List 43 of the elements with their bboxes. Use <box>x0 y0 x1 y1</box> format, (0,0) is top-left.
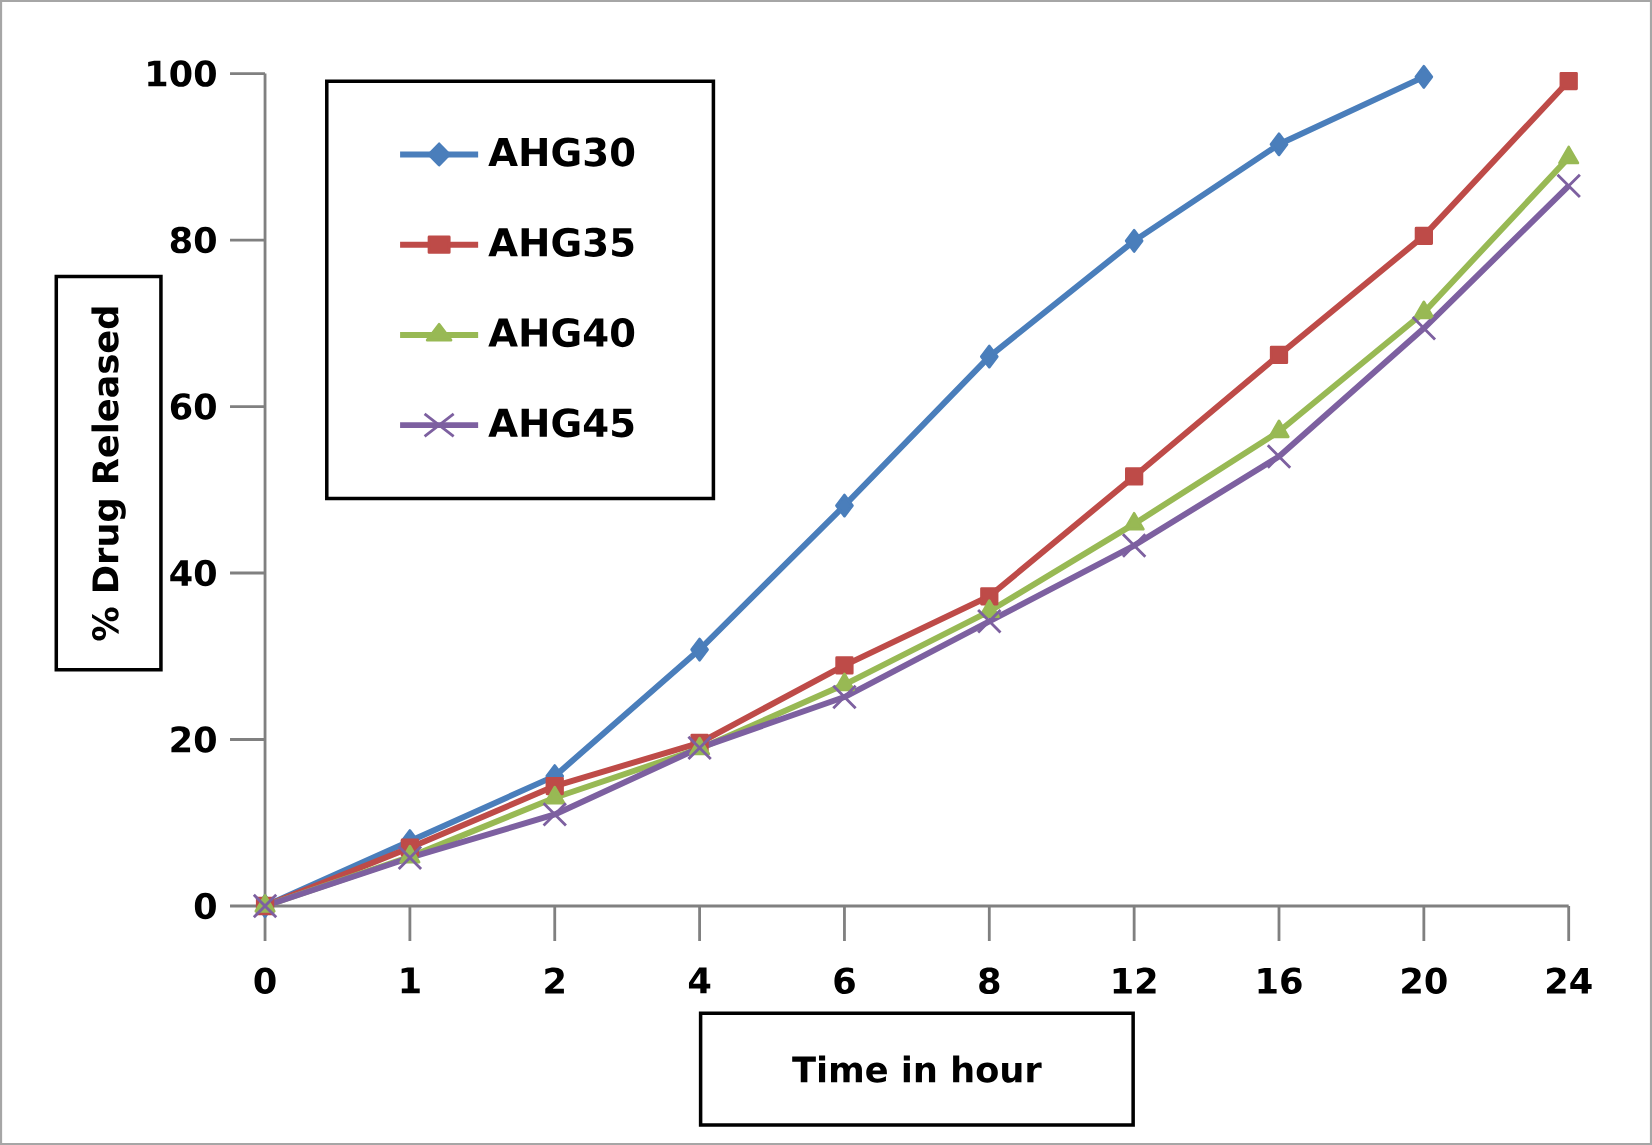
point <box>835 493 854 518</box>
point <box>1121 532 1147 559</box>
legend-label: AHG30 <box>488 137 635 167</box>
point <box>1125 467 1144 486</box>
x-tick-label: 12 <box>1113 967 1156 994</box>
point <box>542 801 568 828</box>
point <box>687 735 713 761</box>
x-tick-label: 16 <box>1258 967 1302 995</box>
point <box>397 845 423 871</box>
point <box>690 637 709 662</box>
y-tick-label: 80 <box>170 226 216 254</box>
x-tick-label: 0 <box>254 967 276 995</box>
point <box>1269 132 1289 157</box>
legend-label: AHG40 <box>488 317 635 348</box>
point <box>980 587 999 606</box>
y-tick-label: 0 <box>194 892 216 920</box>
point <box>1559 71 1578 91</box>
x-tick-label: 2 <box>545 967 564 994</box>
point <box>1269 345 1289 365</box>
x-tick-label: 4 <box>688 967 711 994</box>
point <box>835 656 854 675</box>
x-tick-label: 24 <box>1547 967 1592 994</box>
point <box>1414 226 1434 246</box>
point <box>1124 228 1144 253</box>
y-tick-label: 40 <box>170 559 216 587</box>
legend-label: AHG35 <box>488 227 634 257</box>
point <box>1414 64 1434 89</box>
point <box>979 344 999 369</box>
x-axis-title: Time in hour <box>792 1055 1042 1083</box>
y-axis-title: % Drug Released <box>91 307 126 641</box>
x-tick-label: 6 <box>834 967 855 995</box>
point <box>831 684 858 710</box>
x-tick-label: 20 <box>1402 967 1447 995</box>
point <box>976 608 1002 634</box>
y-tick-label: 60 <box>170 393 216 420</box>
point <box>1411 315 1437 341</box>
legend-label: AHG45 <box>488 408 634 438</box>
x-tick-label: 8 <box>979 967 1000 995</box>
y-tick-label: 100 <box>148 60 216 87</box>
point <box>1266 443 1292 470</box>
point <box>1556 173 1582 199</box>
y-tick-label: 20 <box>171 726 216 753</box>
x-tick-label: 1 <box>401 967 420 994</box>
